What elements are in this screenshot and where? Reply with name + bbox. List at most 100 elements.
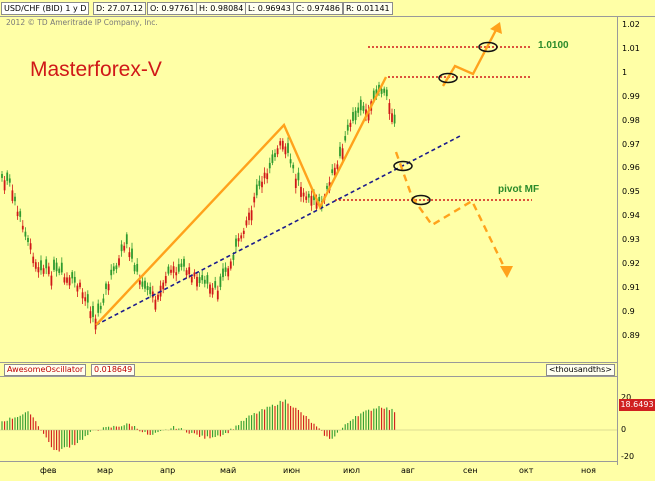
candle-body — [224, 267, 227, 272]
candle-body — [235, 238, 237, 247]
candle-body — [8, 178, 11, 183]
candle-body — [232, 254, 235, 260]
candle-body — [367, 110, 370, 121]
oscillator-histogram — [1, 399, 396, 452]
price-tick: 0.92 — [622, 259, 640, 268]
candle-body — [188, 267, 191, 275]
candle-body — [359, 99, 362, 111]
candle-body — [240, 235, 243, 239]
candle-body — [66, 277, 68, 283]
candle-body — [24, 231, 27, 237]
candle-body — [123, 245, 126, 251]
candle-body — [341, 148, 344, 159]
candle-body — [125, 234, 128, 245]
candle-body — [105, 283, 107, 290]
candle-body — [245, 220, 248, 226]
candle-body — [383, 88, 386, 93]
candle-body — [58, 268, 61, 273]
candle-body — [16, 211, 19, 217]
candle-body — [375, 89, 378, 97]
trend-line — [95, 134, 463, 326]
candle-body — [136, 263, 139, 272]
candle-body — [115, 265, 118, 270]
candle-body — [164, 276, 167, 284]
candle-body — [40, 260, 42, 271]
pivot-label: pivot MF — [498, 184, 540, 195]
candle-body — [120, 244, 123, 252]
candle-body — [214, 281, 217, 288]
candle-body — [297, 172, 300, 181]
candle-body — [175, 272, 178, 276]
candle-body — [63, 277, 66, 283]
candle-body — [170, 269, 172, 273]
close-readout: C: 0.97486 — [293, 2, 343, 15]
candle-body — [149, 286, 152, 295]
oscillator-name[interactable]: AwesomeOscillator — [4, 364, 87, 376]
price-tick: 0.99 — [622, 91, 640, 101]
candle-body — [211, 287, 214, 295]
candle-body — [34, 262, 37, 269]
month-label: окт — [519, 466, 534, 475]
candle-body — [354, 110, 357, 121]
month-label: апр — [160, 466, 176, 475]
candle-body — [362, 105, 365, 111]
candle-body — [157, 294, 159, 300]
month-label: июн — [283, 466, 301, 475]
target-label: 1.0100 — [538, 40, 569, 51]
candle-body — [258, 180, 261, 187]
price-tick: 1.02 — [622, 20, 640, 29]
candle-body — [97, 303, 100, 313]
price-chart[interactable] — [0, 0, 617, 462]
price-tick: 0.98 — [622, 115, 640, 125]
oscillator-tick: 20 — [621, 393, 632, 402]
candle-body — [307, 193, 310, 198]
time-axis[interactable]: фев мар апр май июн июл авг сен окт ноя — [0, 461, 617, 481]
candle-body — [203, 279, 206, 284]
price-tick: 0.95 — [622, 187, 640, 197]
forecast-down-path — [394, 151, 509, 274]
range-readout: R: 0.01141 — [343, 2, 393, 15]
candle-body — [281, 140, 284, 150]
candle-body — [55, 262, 58, 272]
candle-body — [107, 284, 110, 291]
candle-body — [219, 276, 222, 287]
candle-body — [385, 89, 388, 97]
candle-body — [102, 298, 105, 303]
candle-body — [310, 195, 313, 206]
candle-body — [6, 172, 9, 181]
candle-body — [50, 275, 53, 286]
candle-body — [209, 284, 211, 294]
candle-body — [172, 266, 175, 273]
high-readout: H: 0.98084 — [196, 2, 247, 15]
marker-ellipse — [393, 160, 413, 172]
candle-body — [86, 294, 89, 303]
date-readout: D: 27.07.12 — [93, 2, 147, 15]
symbol-selector[interactable]: USD/CHF (BID) 1 y D — [1, 2, 90, 15]
candle-body — [45, 259, 48, 269]
candle-body — [138, 280, 141, 285]
candle-body — [268, 162, 271, 169]
price-axis[interactable]: 1.02 1.01 1 0.99 0.98 0.97 0.96 0.95 0.94 0.93 0.9… — [617, 16, 655, 465]
candle-body — [372, 90, 375, 100]
candle-body — [206, 275, 209, 284]
candle-body — [344, 136, 347, 141]
price-tick: 0.9 — [622, 306, 635, 316]
candle-body — [81, 292, 84, 299]
candle-body — [71, 272, 74, 279]
candle-body — [279, 141, 282, 146]
candle-body — [276, 148, 279, 155]
candle-body — [11, 190, 14, 201]
month-label: ноя — [581, 466, 596, 475]
candle-body — [271, 154, 274, 163]
candle-body — [60, 262, 63, 273]
candle-body — [365, 109, 367, 117]
candle-body — [201, 275, 204, 281]
candle-body — [349, 122, 352, 127]
candle-body — [21, 225, 24, 230]
candle-body — [133, 264, 136, 272]
candle-body — [263, 172, 266, 179]
marker-ellipse — [438, 72, 458, 84]
price-tick: 0.93 — [622, 235, 640, 245]
candle-body — [336, 164, 339, 169]
candle-body — [37, 267, 40, 273]
